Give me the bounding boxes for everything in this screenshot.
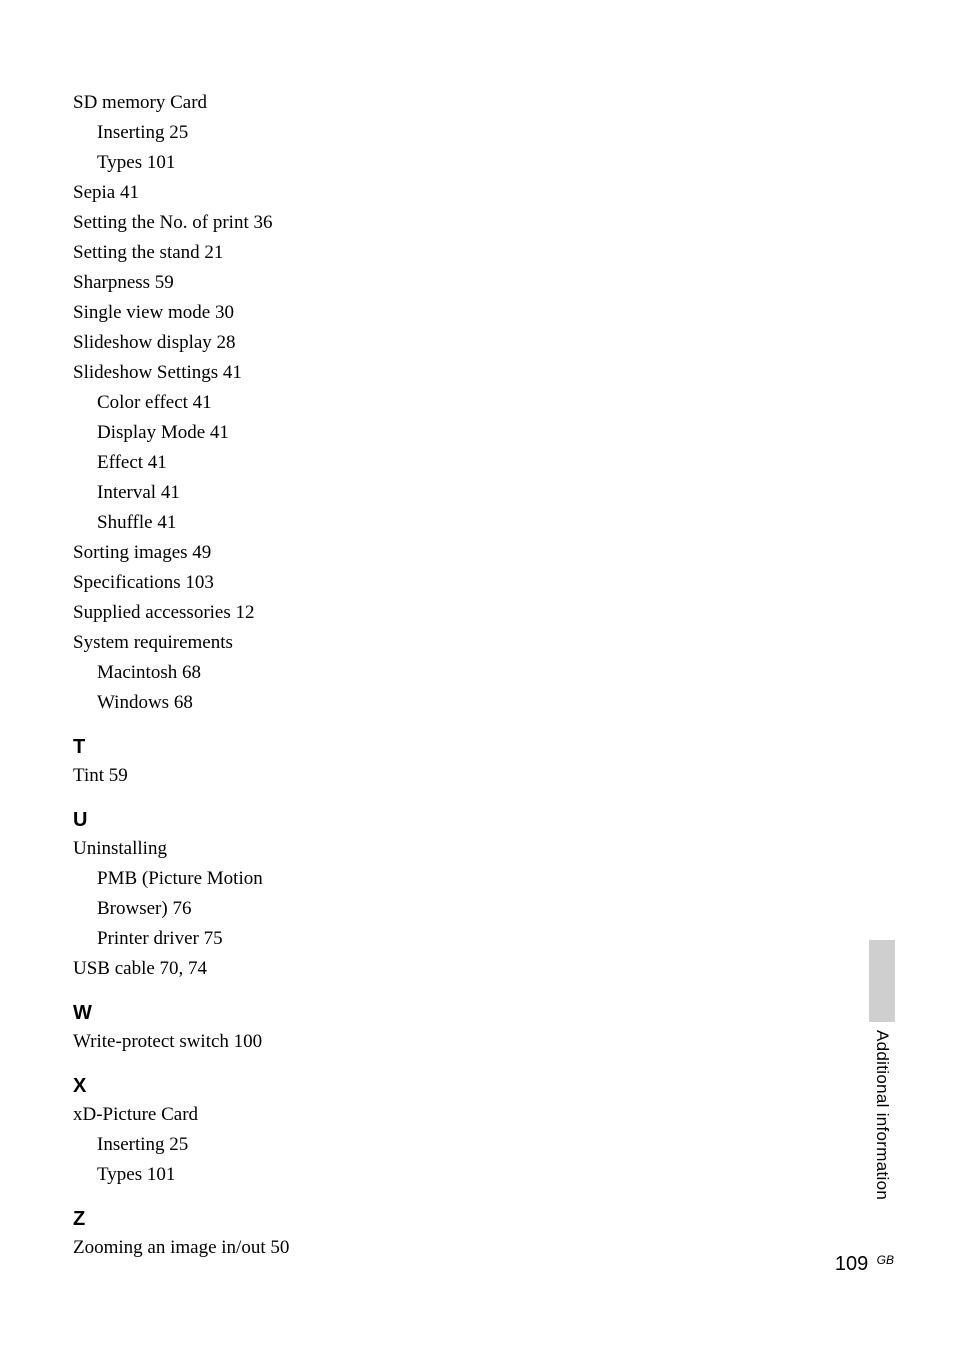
index-entry: Zooming an image in/out 50 (73, 1233, 493, 1263)
index-entry: Effect 41 (73, 448, 493, 478)
index-entry: Macintosh 68 (73, 658, 493, 688)
index-entry: Slideshow Settings 41 (73, 358, 493, 388)
side-tab (869, 940, 895, 1022)
side-section-label: Additional information (872, 1030, 892, 1200)
index-entry: Shuffle 41 (73, 508, 493, 538)
index-entry: Interval 41 (73, 478, 493, 508)
index-entry: Inserting 25 (73, 1130, 493, 1160)
index-entry: Single view mode 30 (73, 298, 493, 328)
index-entry: Printer driver 75 (73, 924, 493, 954)
index-entry: Sharpness 59 (73, 268, 493, 298)
section-letter: X (73, 1075, 493, 1098)
index-entry: Setting the stand 21 (73, 238, 493, 268)
index-entry: Slideshow display 28 (73, 328, 493, 358)
index-entry: Color effect 41 (73, 388, 493, 418)
index-entry: Types 101 (73, 148, 493, 178)
index-entry: Sorting images 49 (73, 538, 493, 568)
page-number: 109 (835, 1253, 868, 1275)
section-letter: U (73, 809, 493, 832)
section-letter: T (73, 736, 493, 759)
index-entry: SD memory Card (73, 88, 493, 118)
section-letter: Z (73, 1208, 493, 1231)
index-entry: Specifications 103 (73, 568, 493, 598)
index-entry: USB cable 70, 74 (73, 954, 493, 984)
index-entry: Display Mode 41 (73, 418, 493, 448)
index-content: SD memory CardInserting 25Types 101Sepia… (73, 88, 493, 1264)
index-entry: Browser) 76 (73, 894, 493, 924)
index-entry: Windows 68 (73, 688, 493, 718)
index-entry: Types 101 (73, 1160, 493, 1190)
index-entry: Uninstalling (73, 834, 493, 864)
index-entry: Write-protect switch 100 (73, 1027, 493, 1057)
index-entry: PMB (Picture Motion (73, 864, 493, 894)
index-entry: Setting the No. of print 36 (73, 208, 493, 238)
page-footer: 109 GB (835, 1253, 894, 1276)
index-entry: Sepia 41 (73, 178, 493, 208)
index-entry: Supplied accessories 12 (73, 598, 493, 628)
page-language: GB (877, 1253, 894, 1267)
index-entry: System requirements (73, 628, 493, 658)
index-entry: Inserting 25 (73, 118, 493, 148)
section-letter: W (73, 1002, 493, 1025)
index-entry: Tint 59 (73, 761, 493, 791)
index-entry: xD-Picture Card (73, 1100, 493, 1130)
